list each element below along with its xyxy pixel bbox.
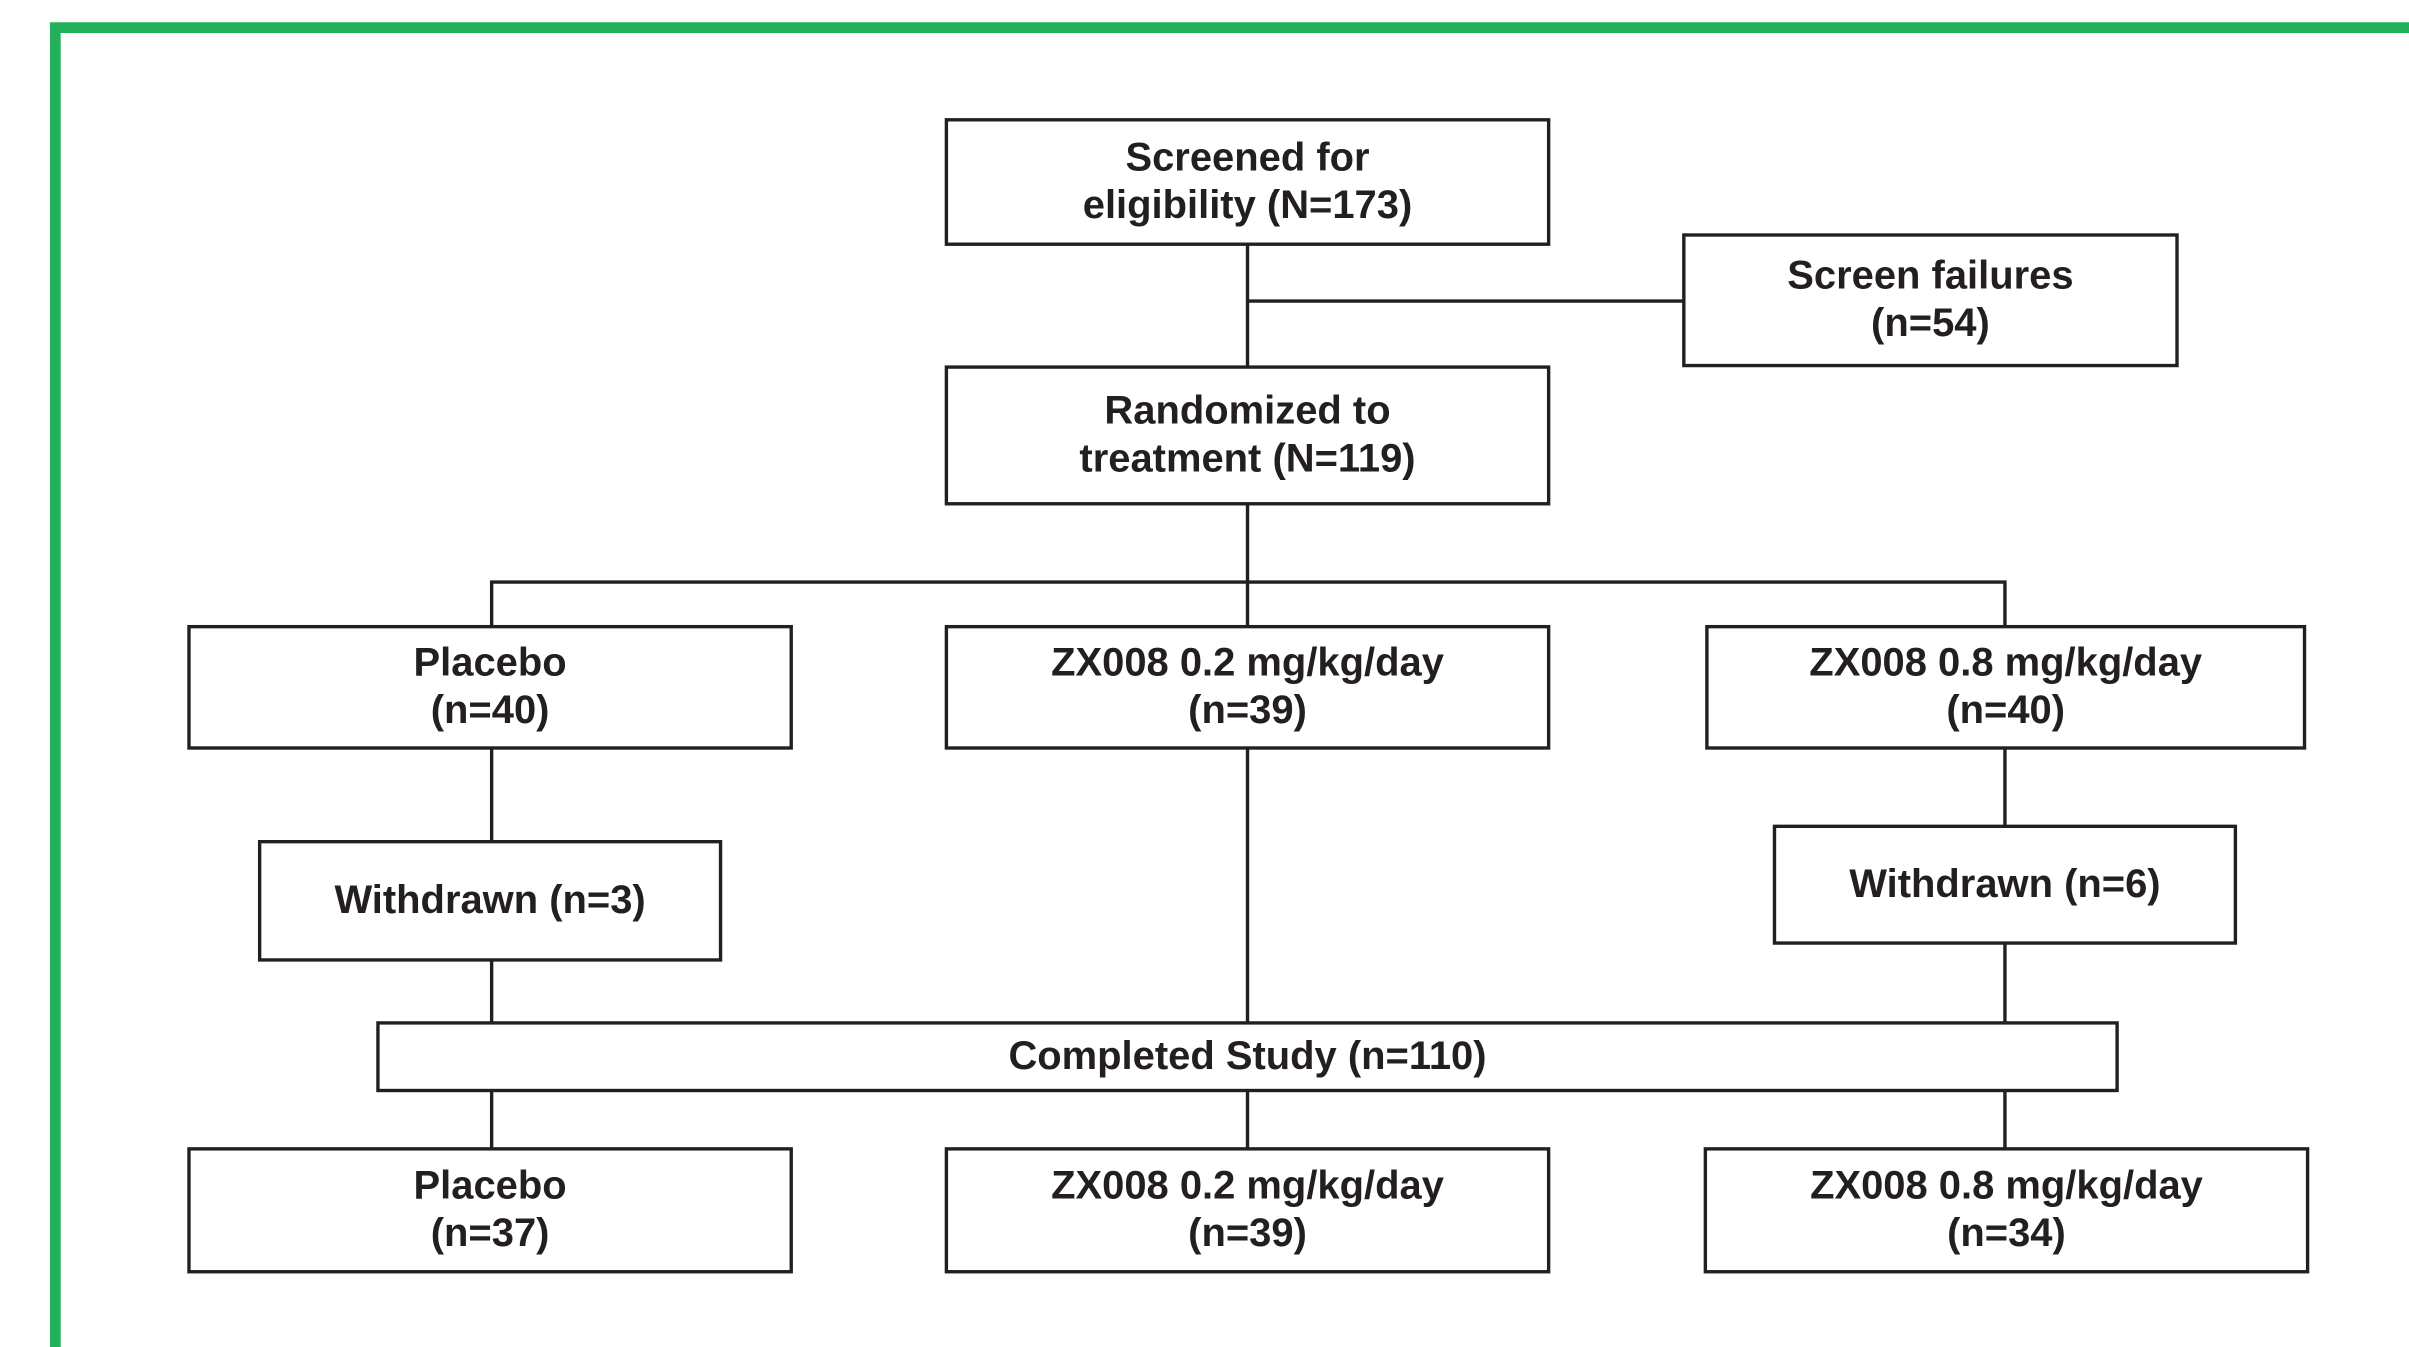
node-label: (n=37): [431, 1211, 550, 1255]
node-box: [944, 118, 1551, 246]
node-box: [376, 1021, 2119, 1093]
node-box: [187, 1147, 793, 1274]
node-box: [1703, 1147, 2310, 1274]
node-label: Withdrawn (n=6): [1849, 862, 2160, 906]
node-label: treatment (N=119): [1079, 436, 1415, 480]
node-box: [944, 624, 1551, 750]
connector: [489, 503, 2007, 627]
node-box: [187, 624, 793, 750]
node-label: ZX008 0.8 mg/kg/day: [1810, 1164, 2203, 1208]
node-label: ZX008 0.8 mg/kg/day: [1809, 641, 2202, 685]
node-box: [1772, 824, 2238, 945]
connector: [1245, 244, 1684, 368]
node-label: ZX008 0.2 mg/kg/day: [1051, 1164, 1444, 1208]
node-box: [1705, 624, 2307, 750]
connector: [489, 747, 2007, 1023]
node-box: [944, 365, 1551, 506]
node-label: (n=39): [1188, 688, 1307, 732]
node-label: Withdrawn (n=3): [334, 878, 645, 922]
node-label: Screen failures: [1787, 254, 2073, 298]
node-box: [1682, 233, 2179, 368]
node-label: (n=40): [1946, 688, 2065, 732]
node-box: [257, 839, 723, 962]
node-label: (n=54): [1871, 301, 1990, 345]
node-label: ZX008 0.2 mg/kg/day: [1051, 641, 1444, 685]
node-label: (n=34): [1947, 1211, 2066, 1255]
node-label: Randomized to: [1104, 389, 1390, 433]
node-label: (n=39): [1188, 1211, 1307, 1255]
node-label: Screened for: [1125, 135, 1369, 179]
frame-border: [49, 22, 2409, 1347]
node-box: [944, 1147, 1551, 1274]
node-label: (n=40): [431, 688, 550, 732]
connector: [489, 1090, 2007, 1149]
node-label: Placebo: [414, 1164, 567, 1208]
node-label: eligibility (N=173): [1083, 183, 1412, 227]
node-label: Placebo: [414, 641, 567, 685]
connectors: [489, 244, 2007, 1149]
node-label: Completed Study (n=110): [1008, 1034, 1486, 1078]
